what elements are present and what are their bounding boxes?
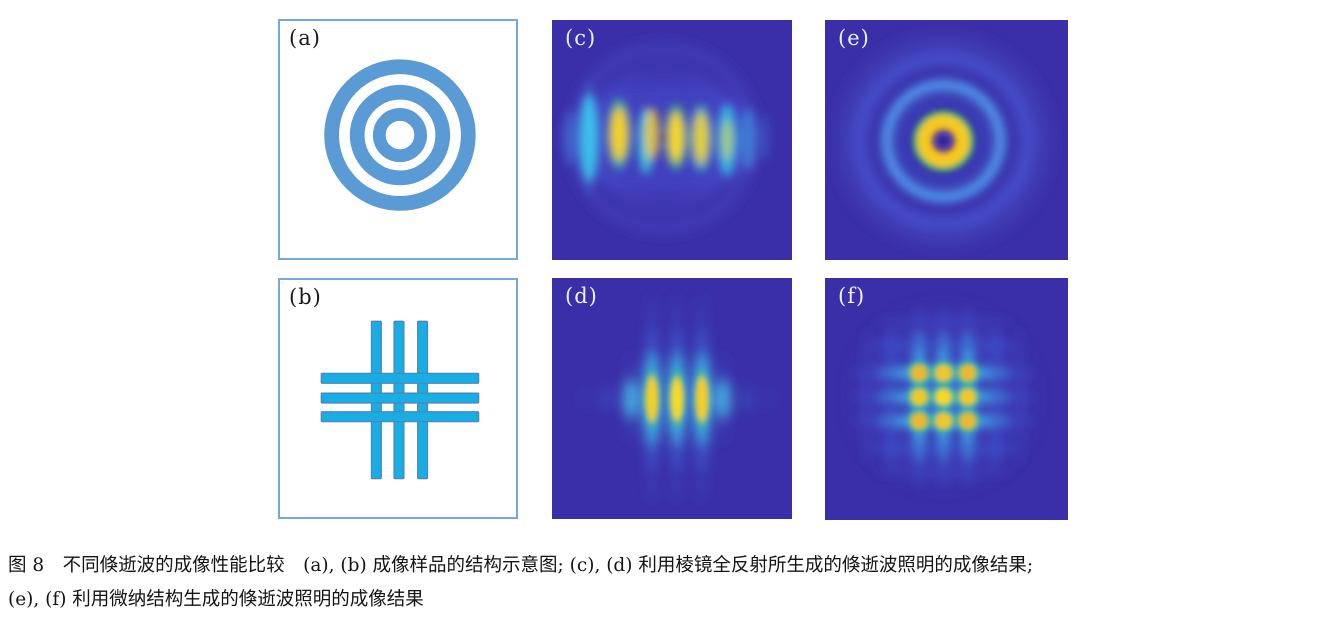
panel-f-label: (f) <box>838 284 866 308</box>
rings-sample-graphic <box>324 59 476 211</box>
panel-a-label: (a) <box>289 26 321 50</box>
diffraction-pattern-e <box>825 20 1068 260</box>
panel-f-result: (f) <box>825 278 1068 520</box>
diffraction-pattern-f <box>825 278 1068 520</box>
panel-c-result: (c) <box>552 20 792 260</box>
panel-d-result: (d) <box>552 278 792 519</box>
panel-b-sample-grid: (b) <box>278 278 518 519</box>
panel-e-label: (e) <box>838 26 870 50</box>
panel-a-sample-rings: (a) <box>278 19 518 260</box>
diffraction-pattern-c <box>552 20 792 260</box>
diffraction-pattern-d <box>552 278 792 519</box>
panel-c-label: (c) <box>565 26 597 50</box>
figure-caption: 图 8 不同倏逝波的成像性能比较 (a), (b) 成像样品的结构示意图; (c… <box>8 549 1334 617</box>
panel-d-label: (d) <box>565 284 598 308</box>
grid-sample-graphic <box>320 320 480 480</box>
caption-line-1: 图 8 不同倏逝波的成像性能比较 (a), (b) 成像样品的结构示意图; (c… <box>8 555 1034 576</box>
panel-e-result: (e) <box>825 20 1068 260</box>
caption-line-2: (e), (f) 利用微纳结构生成的倏逝波照明的成像结果 <box>8 589 424 610</box>
panel-b-label: (b) <box>289 285 322 309</box>
